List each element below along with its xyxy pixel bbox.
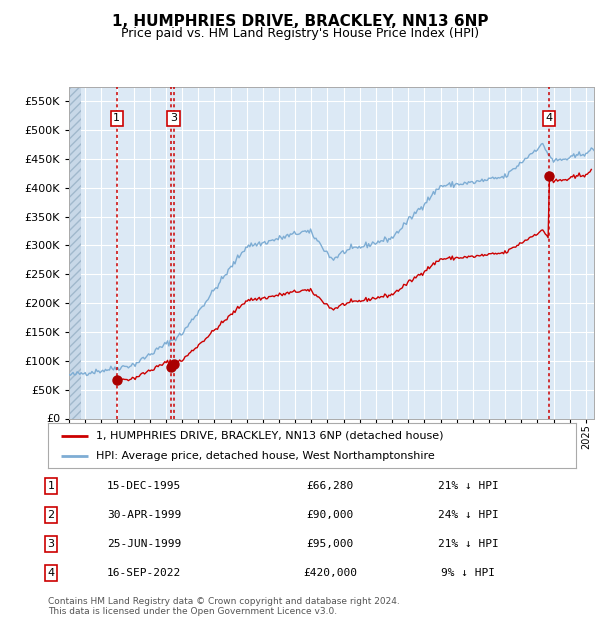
Text: 21% ↓ HPI: 21% ↓ HPI [437,539,499,549]
Text: £90,000: £90,000 [307,510,353,520]
Text: 30-APR-1999: 30-APR-1999 [107,510,181,520]
Text: Contains HM Land Registry data © Crown copyright and database right 2024.
This d: Contains HM Land Registry data © Crown c… [48,597,400,616]
Text: 3: 3 [47,539,55,549]
Bar [69,87,81,419]
Text: £66,280: £66,280 [307,480,353,491]
Text: 1, HUMPHRIES DRIVE, BRACKLEY, NN13 6NP: 1, HUMPHRIES DRIVE, BRACKLEY, NN13 6NP [112,14,488,29]
Text: Price paid vs. HM Land Registry's House Price Index (HPI): Price paid vs. HM Land Registry's House … [121,27,479,40]
Text: 16-SEP-2022: 16-SEP-2022 [107,568,181,578]
Text: 1: 1 [113,113,121,123]
Text: 15-DEC-1995: 15-DEC-1995 [107,480,181,491]
Text: HPI: Average price, detached house, West Northamptonshire: HPI: Average price, detached house, West… [95,451,434,461]
Text: 2: 2 [47,510,55,520]
Text: 4: 4 [545,113,553,123]
Text: 3: 3 [170,113,177,123]
Text: 21% ↓ HPI: 21% ↓ HPI [437,480,499,491]
Text: 25-JUN-1999: 25-JUN-1999 [107,539,181,549]
Text: 24% ↓ HPI: 24% ↓ HPI [437,510,499,520]
Text: 4: 4 [47,568,55,578]
Text: 9% ↓ HPI: 9% ↓ HPI [441,568,495,578]
Text: 1: 1 [47,480,55,491]
Text: £95,000: £95,000 [307,539,353,549]
Text: £420,000: £420,000 [303,568,357,578]
Text: 1, HUMPHRIES DRIVE, BRACKLEY, NN13 6NP (detached house): 1, HUMPHRIES DRIVE, BRACKLEY, NN13 6NP (… [95,430,443,441]
